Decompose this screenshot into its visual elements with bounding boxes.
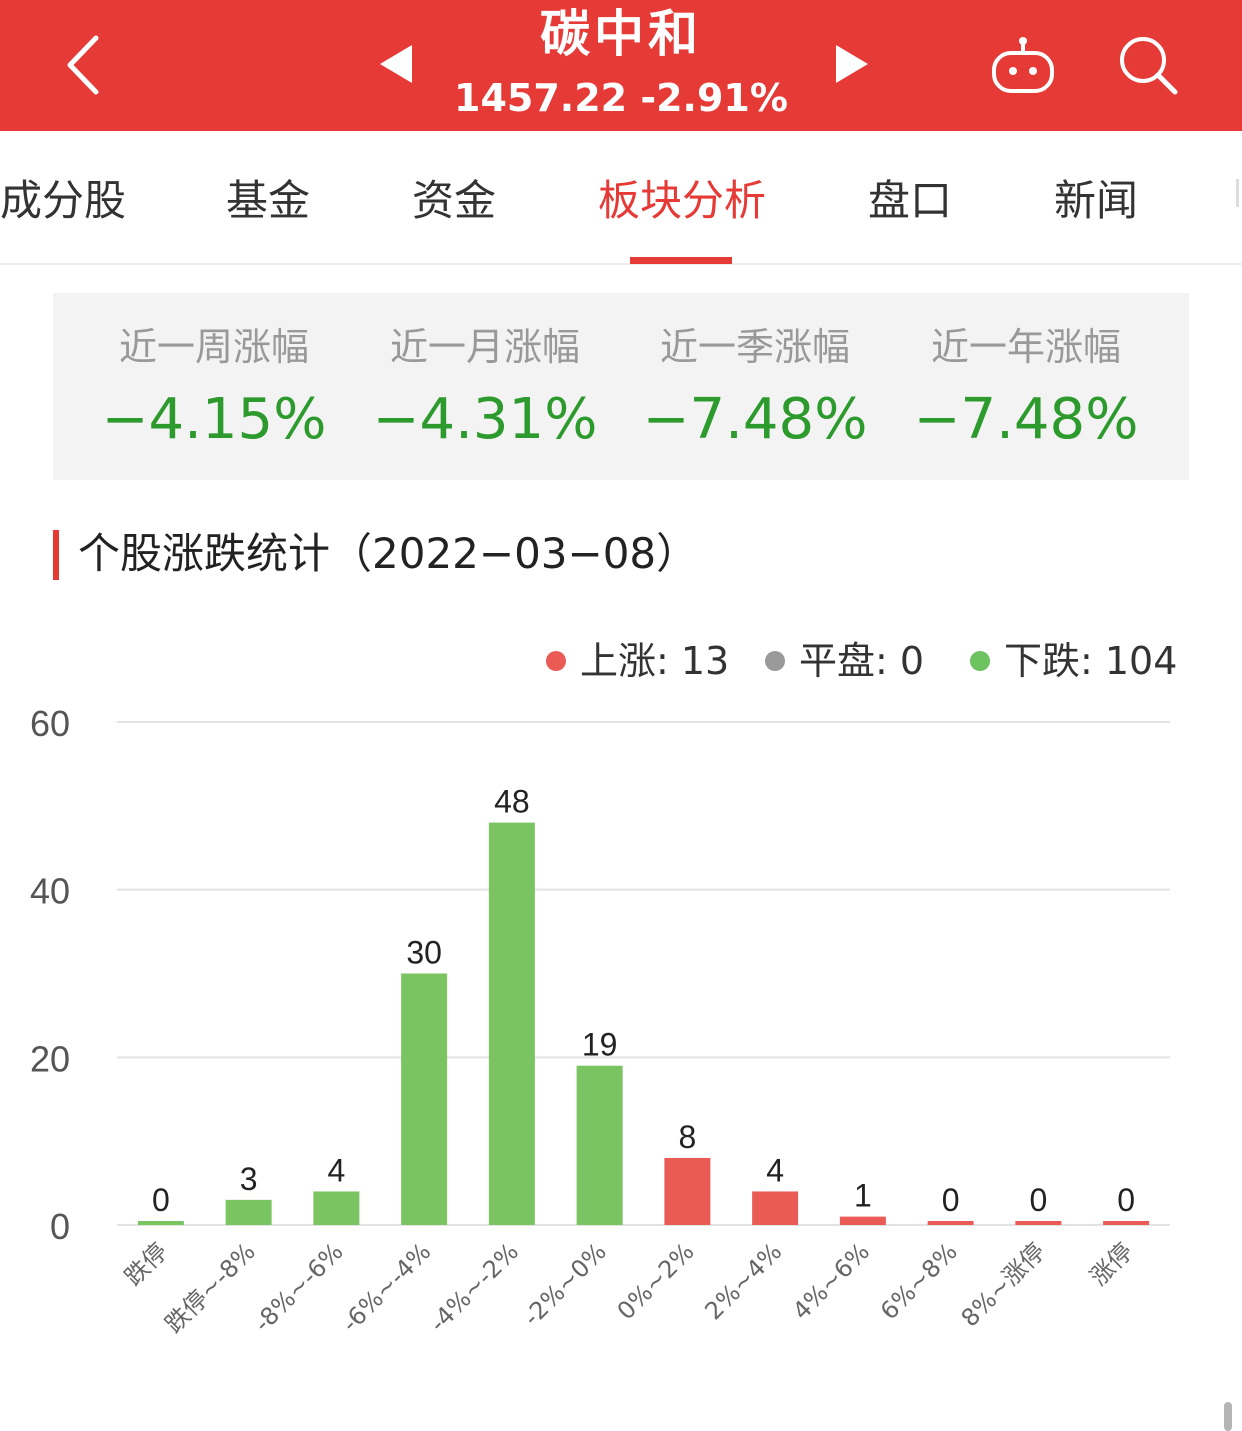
bar xyxy=(401,973,448,1225)
bar-value-label: 4 xyxy=(766,1152,784,1188)
bar-value-label: 8 xyxy=(678,1119,696,1155)
x-tick-label: 涨停 xyxy=(1085,1237,1139,1291)
x-tick-label: 跌停~-8% xyxy=(160,1237,261,1338)
tab-order-book[interactable]: 盘口 xyxy=(868,176,953,225)
tab-funds[interactable]: 基金 xyxy=(226,176,311,225)
back-icon[interactable] xyxy=(58,30,108,100)
legend-up: 上涨: 13 xyxy=(546,636,729,686)
x-tick-label: 0%~2% xyxy=(612,1237,700,1325)
x-tick-label: 2%~4% xyxy=(699,1237,787,1325)
y-tick-label: 20 xyxy=(30,1038,70,1079)
x-tick-label: -2%~0% xyxy=(518,1237,612,1331)
bar-value-label: 0 xyxy=(1117,1182,1135,1218)
x-tick-label: 6%~8% xyxy=(875,1237,963,1325)
bar xyxy=(313,1191,360,1225)
stat-month: 近一月涨幅 −4.31% xyxy=(350,293,620,480)
stat-month-value: −4.31% xyxy=(372,387,598,452)
stat-quarter: 近一季涨幅 −7.48% xyxy=(620,293,890,480)
legend-flat-label: 平盘: 0 xyxy=(799,639,925,683)
page-title: 碳中和 xyxy=(540,5,702,63)
next-icon[interactable] xyxy=(832,43,872,85)
x-tick-label: 8%~涨停 xyxy=(956,1237,1051,1332)
active-tab-indicator xyxy=(630,257,732,264)
stat-week-value: −4.15% xyxy=(101,387,327,452)
legend-down-dot xyxy=(970,650,990,671)
legend-flat-dot xyxy=(765,650,785,671)
bar xyxy=(927,1221,974,1225)
bar xyxy=(1015,1221,1062,1225)
stat-quarter-value: −7.48% xyxy=(642,387,868,452)
y-tick-label: 0 xyxy=(50,1206,70,1247)
y-tick-label: 40 xyxy=(30,871,70,912)
bar xyxy=(576,1065,623,1225)
stat-year-value: −7.48% xyxy=(913,387,1139,452)
bar xyxy=(488,822,535,1225)
tab-sector-analysis[interactable]: 板块分析 xyxy=(598,176,767,225)
section-title: 个股涨跌统计（2022−03−08） xyxy=(78,529,699,578)
tab-capital[interactable]: 资金 xyxy=(412,176,497,225)
stat-month-label: 近一月涨幅 xyxy=(389,325,580,369)
bar-value-label: 48 xyxy=(494,784,530,820)
scroll-indicator[interactable] xyxy=(1224,1402,1232,1431)
bar-value-label: 0 xyxy=(1029,1182,1047,1218)
tab-constituents[interactable]: 成分股 xyxy=(0,176,127,225)
bar xyxy=(1103,1221,1150,1225)
bar-value-label: 30 xyxy=(406,935,442,971)
stat-week-label: 近一周涨幅 xyxy=(118,325,309,369)
bar xyxy=(752,1191,799,1225)
bar-value-label: 0 xyxy=(152,1182,170,1218)
bar xyxy=(664,1157,711,1225)
tab-news[interactable]: 新闻 xyxy=(1054,176,1139,225)
stat-quarter-label: 近一季涨幅 xyxy=(659,325,850,369)
x-tick-label: 4%~6% xyxy=(787,1237,875,1325)
legend-down-label: 下跌: 104 xyxy=(1004,639,1178,683)
stat-year: 近一年涨幅 −7.48% xyxy=(891,293,1161,480)
tab-bar: 成分股 基金 资金 板块分析 盘口 新闻 xyxy=(0,131,1242,265)
legend-up-dot xyxy=(546,650,566,671)
app-header: 碳中和 1457.22 -2.91% xyxy=(0,0,1242,131)
bar-value-label: 0 xyxy=(942,1182,960,1218)
x-tick-label: -8%~-6% xyxy=(249,1237,349,1337)
prev-icon[interactable] xyxy=(376,43,416,85)
distribution-chart: 02040600跌停3跌停~-8%4-8%~-6%30-6%~-4%48-4%~… xyxy=(30,703,1170,1338)
bar-value-label: 1 xyxy=(854,1178,872,1214)
robot-icon[interactable] xyxy=(988,35,1058,97)
stat-year-label: 近一年涨幅 xyxy=(930,325,1121,369)
section-accent-bar xyxy=(53,530,59,580)
legend-down: 下跌: 104 xyxy=(970,636,1177,686)
index-price-change: 1457.22 -2.91% xyxy=(454,76,788,120)
bar xyxy=(137,1221,184,1225)
bar-value-label: 4 xyxy=(327,1152,345,1188)
bar-value-label: 3 xyxy=(240,1161,258,1197)
x-tick-label: -4%~-2% xyxy=(424,1237,524,1337)
bar xyxy=(839,1216,886,1225)
legend-flat: 平盘: 0 xyxy=(765,636,924,686)
x-tick-label: -6%~-4% xyxy=(336,1237,436,1337)
legend-up-label: 上涨: 13 xyxy=(580,639,730,683)
search-icon[interactable] xyxy=(1115,32,1181,98)
x-tick-label: 跌停 xyxy=(119,1237,173,1291)
bar-value-label: 19 xyxy=(582,1027,618,1063)
y-tick-label: 60 xyxy=(30,703,70,744)
performance-summary: 近一周涨幅 −4.15% 近一月涨幅 −4.31% 近一季涨幅 −7.48% 近… xyxy=(53,293,1189,480)
stat-week: 近一周涨幅 −4.15% xyxy=(79,293,349,480)
bar xyxy=(225,1199,272,1225)
tab-overflow-edge xyxy=(1236,179,1239,207)
